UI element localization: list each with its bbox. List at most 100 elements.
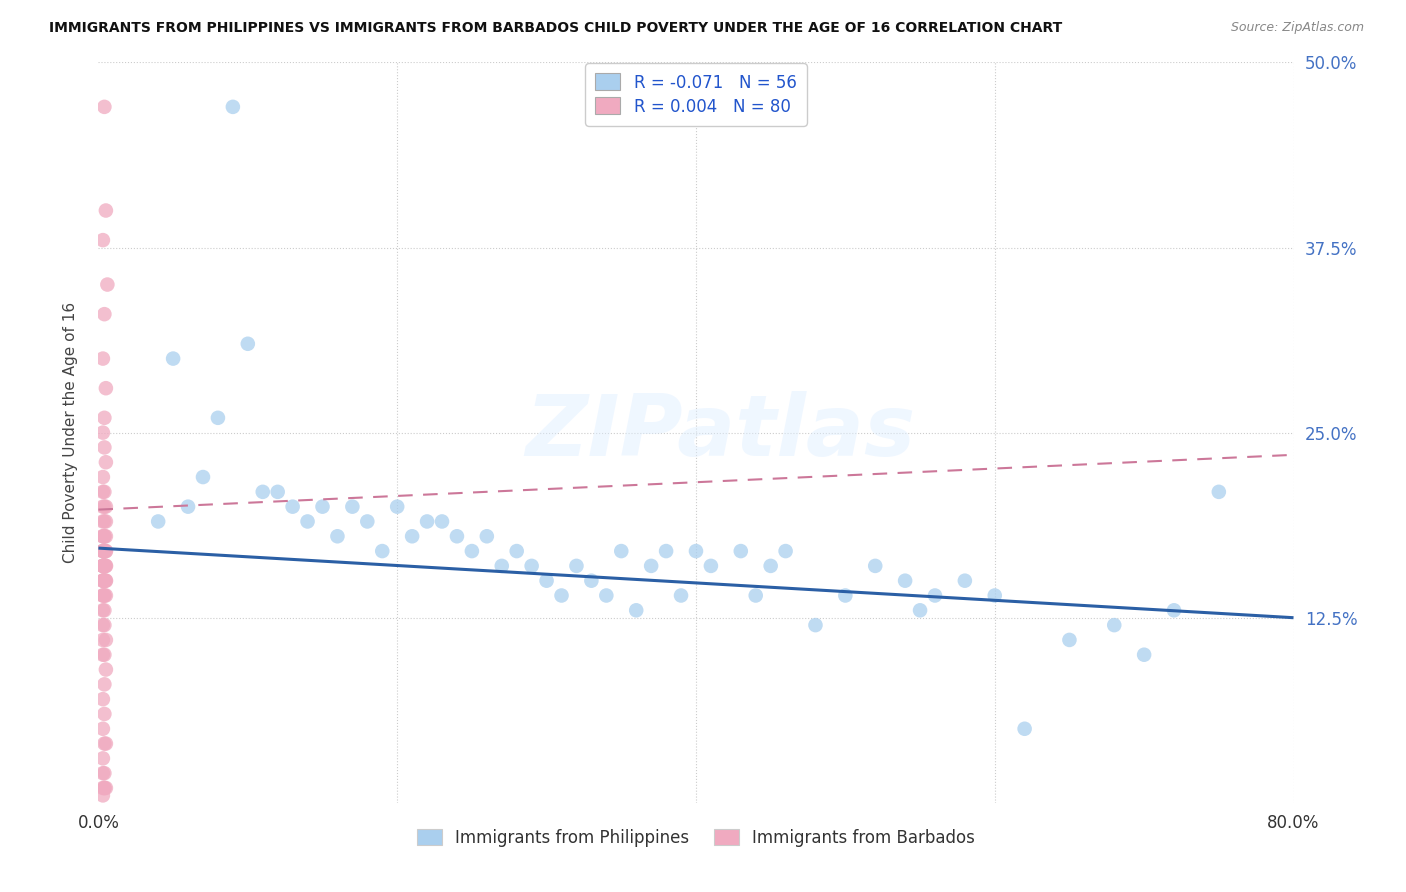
Point: [93, 544, 115, 558]
Point: [91, 484, 114, 499]
Point: [1059, 632, 1081, 647]
Point: [91, 558, 114, 573]
Point: [93, 558, 115, 573]
Point: [93, 529, 115, 543]
Point: [93, 558, 115, 573]
Point: [461, 544, 484, 558]
Point: [91, 603, 114, 617]
Point: [91, 558, 114, 573]
Point: [93, 574, 115, 588]
Point: [94, 632, 117, 647]
Point: [267, 484, 290, 499]
Point: [91, 648, 114, 662]
Point: [581, 574, 603, 588]
Point: [536, 574, 558, 588]
Point: [91, 574, 114, 588]
Point: [91, 544, 114, 558]
Point: [924, 589, 946, 603]
Point: [91, 558, 114, 573]
Point: [252, 484, 274, 499]
Text: IMMIGRANTS FROM PHILIPPINES VS IMMIGRANTS FROM BARBADOS CHILD POVERTY UNDER THE : IMMIGRANTS FROM PHILIPPINES VS IMMIGRANT…: [49, 21, 1063, 35]
Point: [1133, 648, 1156, 662]
Point: [730, 544, 752, 558]
Point: [91, 574, 114, 588]
Point: [222, 100, 245, 114]
Point: [94, 663, 117, 677]
Point: [91, 529, 114, 543]
Point: [91, 789, 114, 803]
Point: [91, 589, 114, 603]
Point: [401, 529, 423, 543]
Point: [91, 632, 114, 647]
Point: [1104, 618, 1126, 632]
Point: [655, 544, 678, 558]
Point: [91, 500, 114, 514]
Point: [491, 558, 513, 573]
Point: [700, 558, 723, 573]
Point: [94, 574, 117, 588]
Point: [94, 574, 117, 588]
Point: [93, 766, 115, 780]
Point: [775, 544, 797, 558]
Point: [550, 589, 572, 603]
Point: [93, 574, 115, 588]
Point: [94, 558, 117, 573]
Point: [191, 470, 214, 484]
Point: [91, 722, 114, 736]
Point: [93, 780, 115, 795]
Point: [610, 544, 633, 558]
Point: [953, 574, 976, 588]
Point: [281, 500, 304, 514]
Point: [94, 737, 117, 751]
Point: [93, 558, 115, 573]
Point: [94, 500, 117, 514]
Point: [385, 500, 409, 514]
Point: [1163, 603, 1185, 617]
Point: [506, 544, 529, 558]
Point: [908, 603, 931, 617]
Point: [93, 484, 115, 499]
Point: [640, 558, 662, 573]
Point: [91, 751, 114, 765]
Point: [446, 529, 468, 543]
Point: [91, 766, 114, 780]
Point: [93, 780, 115, 795]
Point: [297, 515, 319, 529]
Point: [93, 410, 115, 425]
Point: [93, 558, 115, 573]
Point: [91, 544, 114, 558]
Point: [94, 558, 117, 573]
Point: [94, 455, 117, 469]
Point: [595, 589, 617, 603]
Point: [834, 589, 856, 603]
Text: ZIPatlas: ZIPatlas: [524, 391, 915, 475]
Point: [93, 574, 115, 588]
Point: [94, 203, 117, 218]
Point: [148, 515, 170, 529]
Point: [93, 500, 115, 514]
Point: [91, 780, 114, 795]
Point: [94, 515, 117, 529]
Point: [91, 470, 114, 484]
Point: [894, 574, 917, 588]
Point: [91, 692, 114, 706]
Point: [93, 441, 115, 455]
Point: [356, 515, 378, 529]
Point: [93, 100, 115, 114]
Point: [93, 618, 115, 632]
Point: [93, 677, 115, 691]
Point: [93, 558, 115, 573]
Point: [94, 589, 117, 603]
Point: [162, 351, 184, 366]
Point: [759, 558, 782, 573]
Point: [91, 558, 114, 573]
Point: [1014, 722, 1036, 736]
Legend: Immigrants from Philippines, Immigrants from Barbados: Immigrants from Philippines, Immigrants …: [411, 822, 981, 854]
Point: [94, 381, 117, 395]
Point: [984, 589, 1007, 603]
Point: [96, 277, 118, 292]
Point: [475, 529, 498, 543]
Point: [236, 336, 259, 351]
Point: [745, 589, 768, 603]
Point: [93, 589, 115, 603]
